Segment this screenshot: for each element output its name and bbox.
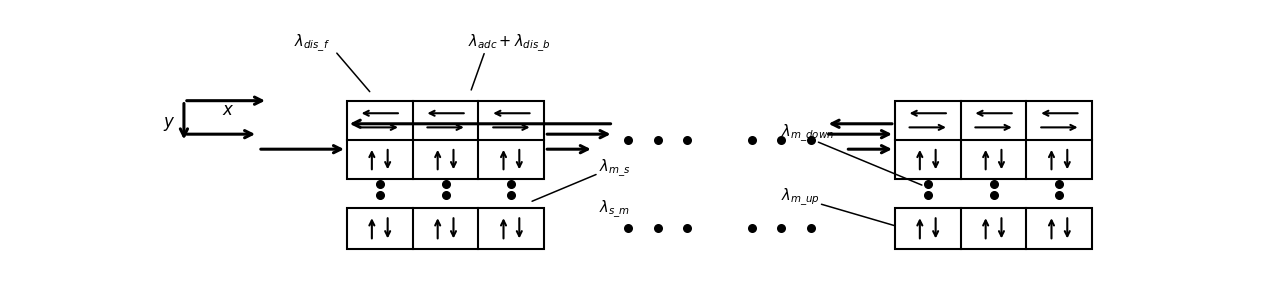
Bar: [894, 208, 1092, 248]
Text: $\lambda_{adc}+\lambda_{dis\_b}$: $\lambda_{adc}+\lambda_{dis\_b}$: [469, 33, 552, 54]
Bar: [347, 208, 544, 248]
Text: $\lambda_{m\_s}$: $\lambda_{m\_s}$: [599, 158, 631, 179]
Text: $x$: $x$: [222, 100, 234, 118]
Bar: [347, 101, 544, 179]
Text: $\lambda_{dis\_f}$: $\lambda_{dis\_f}$: [294, 33, 330, 54]
Bar: [894, 101, 1092, 179]
Text: $y$: $y$: [163, 115, 176, 133]
Text: $\lambda_{m\_up}$: $\lambda_{m\_up}$: [781, 187, 820, 208]
Text: $\lambda_{s\_m}$: $\lambda_{s\_m}$: [599, 199, 629, 220]
Text: $\lambda_{m\_down}$: $\lambda_{m\_down}$: [781, 123, 834, 144]
